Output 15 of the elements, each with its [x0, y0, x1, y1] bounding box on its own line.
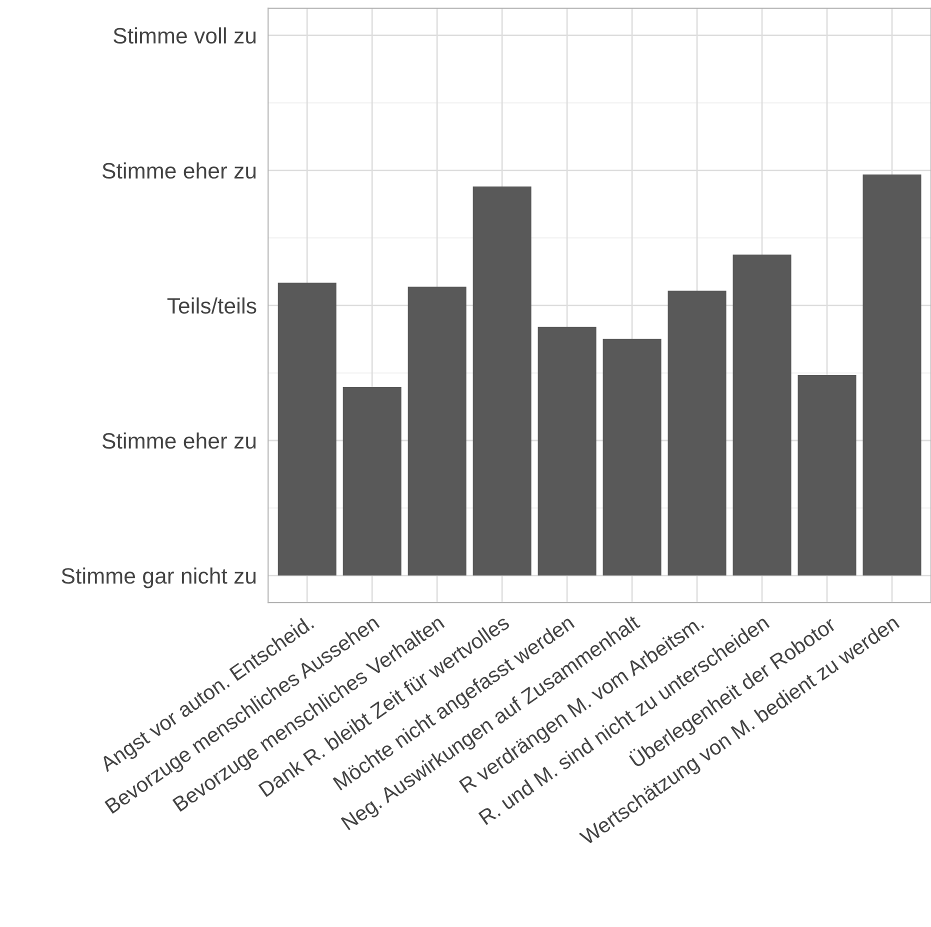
bar	[472, 186, 532, 576]
bar	[798, 374, 856, 576]
bar	[668, 290, 726, 576]
bar	[732, 254, 792, 576]
text: Stimme eher zu	[102, 162, 256, 179]
bar	[538, 326, 596, 576]
text: Stimme voll zu	[114, 27, 256, 44]
bar	[602, 338, 662, 576]
text: Stimme gar nicht zu	[62, 567, 256, 588]
text: Teils/teils	[167, 297, 256, 314]
text: Stimme eher zu	[102, 432, 256, 449]
bar	[862, 174, 922, 576]
bar	[278, 282, 336, 576]
bar	[408, 286, 466, 576]
bar	[342, 387, 402, 576]
